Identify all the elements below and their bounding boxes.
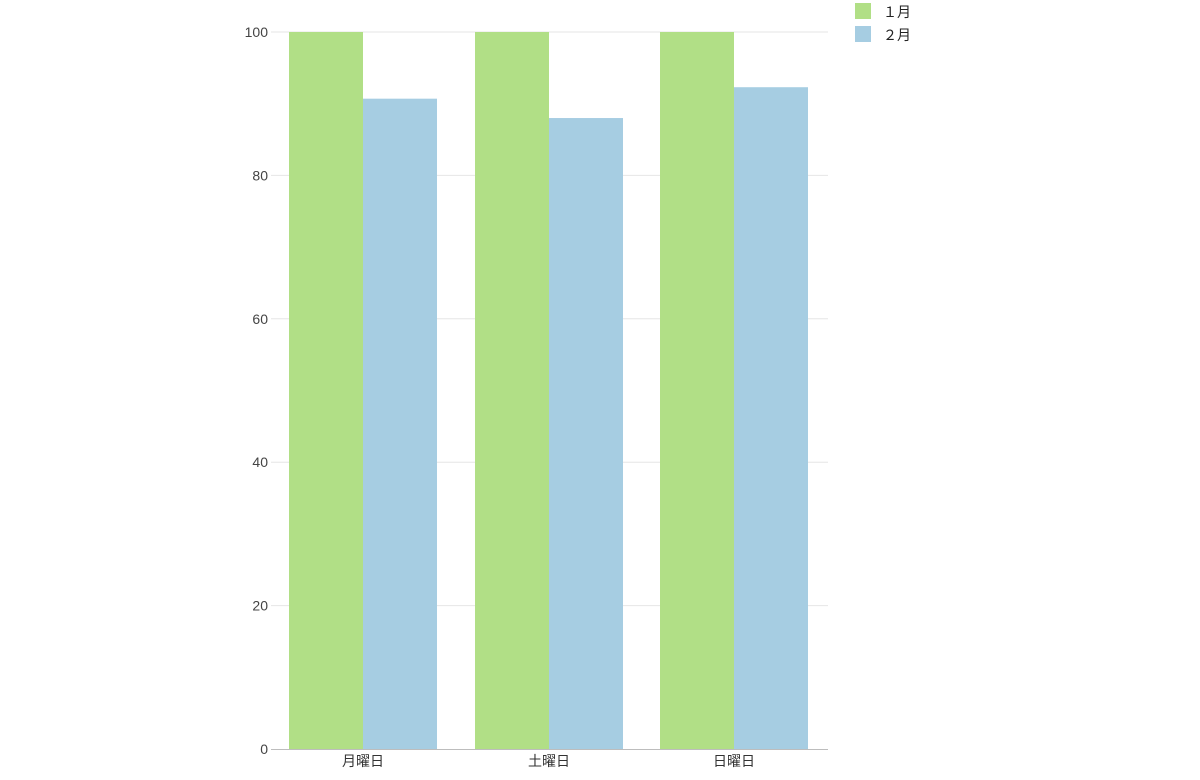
x-category-label: 月曜日 (342, 754, 384, 770)
legend-label: ２月 (883, 28, 911, 44)
bars (289, 32, 808, 750)
y-tick-label: 40 (252, 454, 268, 470)
x-category-label: 日曜日 (713, 754, 755, 770)
bar-2-2 (549, 118, 623, 750)
bar-2-1 (363, 98, 437, 749)
bar-1-2 (475, 32, 549, 749)
legend-swatch (855, 3, 871, 19)
y-tick-label: 0 (260, 741, 268, 757)
bar-1-3 (660, 32, 734, 749)
y-tick-label: 60 (252, 311, 268, 327)
y-tick-label: 20 (252, 598, 268, 614)
legend-label: １月 (883, 5, 911, 21)
x-category-label: 土曜日 (528, 754, 570, 770)
y-tick-label: 80 (252, 167, 268, 183)
axes: 0 20 40 60 80 100 月曜日 土曜日 日曜日 (245, 24, 828, 770)
bar-2-3 (734, 87, 808, 750)
bar-1-1 (289, 32, 363, 749)
y-tick-label: 100 (245, 24, 269, 40)
legend-swatch (855, 26, 871, 42)
